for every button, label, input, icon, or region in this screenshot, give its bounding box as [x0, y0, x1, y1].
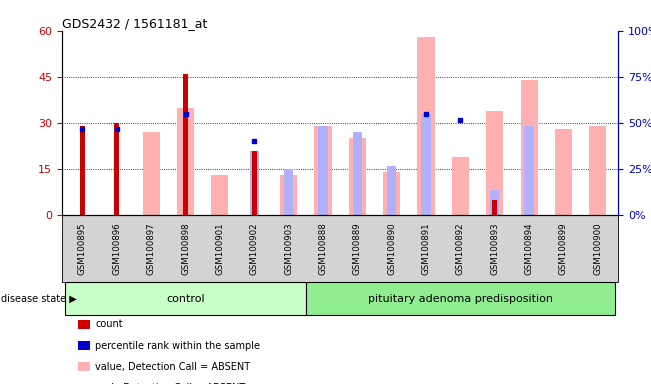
Bar [284, 169, 294, 215]
Bar [521, 80, 538, 215]
Bar [349, 138, 366, 215]
Text: rank, Detection Call = ABSENT: rank, Detection Call = ABSENT [95, 383, 245, 384]
Bar [252, 151, 257, 215]
Text: GDS2432 / 1561181_at: GDS2432 / 1561181_at [62, 17, 207, 30]
Text: percentile rank within the sample: percentile rank within the sample [95, 341, 260, 351]
Text: value, Detection Call = ABSENT: value, Detection Call = ABSENT [95, 362, 250, 372]
Bar [353, 132, 362, 215]
Text: control: control [166, 293, 205, 304]
Bar [492, 200, 497, 215]
Bar [318, 126, 327, 215]
Bar [525, 126, 534, 215]
Bar [383, 172, 400, 215]
Bar [114, 123, 119, 215]
Bar [417, 37, 435, 215]
Bar [314, 126, 331, 215]
Bar [280, 175, 298, 215]
Bar [143, 132, 159, 215]
Bar [183, 74, 188, 215]
Bar [421, 114, 431, 215]
Bar [589, 126, 607, 215]
Text: count: count [95, 319, 122, 329]
Bar [486, 111, 503, 215]
Bar [452, 157, 469, 215]
Text: pituitary adenoma predisposition: pituitary adenoma predisposition [368, 293, 553, 304]
Bar [249, 151, 259, 215]
Bar [387, 166, 396, 215]
Bar [177, 108, 194, 215]
Bar [212, 175, 229, 215]
Bar [490, 190, 499, 215]
Bar [555, 129, 572, 215]
Bar [80, 126, 85, 215]
Text: disease state ▶: disease state ▶ [1, 293, 77, 304]
